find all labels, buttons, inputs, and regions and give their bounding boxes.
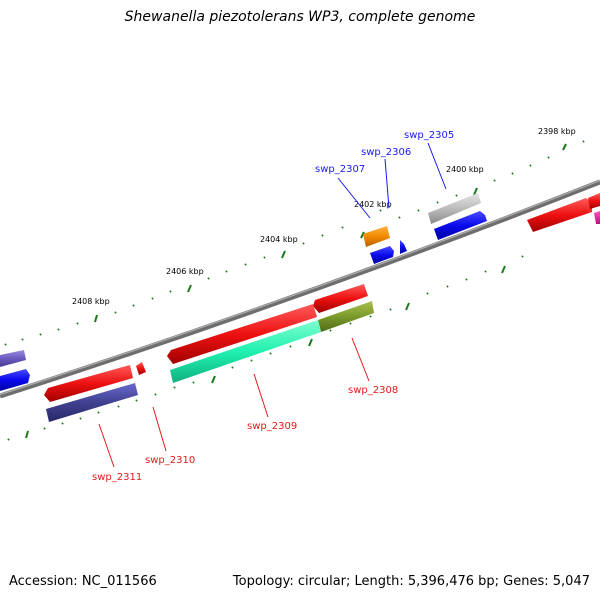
gene-feature-swp_2308[interactable] — [318, 301, 374, 332]
gene-feature-swp_2305[interactable] — [434, 211, 487, 240]
gene-label-swp_2309[interactable]: swp_2309 — [247, 421, 297, 432]
gene-feature-swp_2309[interactable] — [170, 320, 321, 383]
outer-tick-track — [4, 140, 585, 346]
gene-feature-swp_2310[interactable] — [136, 362, 146, 375]
tick-label-2408: 2408 kbp — [72, 297, 110, 306]
gene-feature-swp_2309-red[interactable] — [167, 304, 317, 364]
tick-label-2402: 2402 kbp — [354, 200, 392, 209]
gene-feature-swp_2307-lower[interactable] — [370, 246, 394, 264]
gene-label-swp_2306[interactable]: swp_2306 — [361, 147, 411, 158]
label-leaders — [98, 142, 447, 468]
tick-label-2400: 2400 kbp — [446, 165, 484, 174]
gene-feature-swp_2306[interactable] — [400, 240, 407, 254]
minus-strand-track — [44, 284, 374, 422]
tick-label-2398: 2398 kbp — [538, 127, 576, 136]
gene-feature-swp_2311[interactable] — [46, 383, 138, 422]
gene-label-swp_2308[interactable]: swp_2308 — [348, 385, 398, 396]
gene-feature-swp_2308-red[interactable] — [313, 284, 368, 313]
genome-summary-text: Topology: circular; Length: 5,396,476 bp… — [232, 574, 590, 589]
inner-tick-track — [7, 255, 524, 441]
genome-title: Shewanella piezotolerans WP3, complete g… — [124, 9, 476, 25]
gene-feature-right-edge[interactable] — [588, 193, 600, 209]
gene-feature-right-pink[interactable] — [594, 211, 600, 224]
gene-feature-swp_2307[interactable] — [363, 226, 390, 247]
gene-feature-swp_2311-red[interactable] — [44, 365, 133, 402]
gene-feature-right-red[interactable] — [527, 198, 592, 232]
accession-text: Accession: NC_011566 — [9, 574, 157, 589]
gene-feature-gray[interactable] — [428, 193, 481, 224]
gene-label-swp_2310[interactable]: swp_2310 — [145, 455, 195, 466]
tick-label-2404: 2404 kbp — [260, 235, 298, 244]
gene-feature-neighbor-purple[interactable] — [0, 350, 26, 367]
gene-label-swp_2311[interactable]: swp_2311 — [92, 472, 142, 483]
gene-label-swp_2305[interactable]: swp_2305 — [404, 130, 454, 141]
gene-label-swp_2307[interactable]: swp_2307 — [315, 164, 365, 175]
gene-feature-neighbor-blue[interactable] — [0, 369, 30, 391]
tick-label-2406: 2406 kbp — [166, 267, 204, 276]
plus-strand-track — [0, 193, 600, 391]
genome-backbone — [0, 179, 600, 399]
